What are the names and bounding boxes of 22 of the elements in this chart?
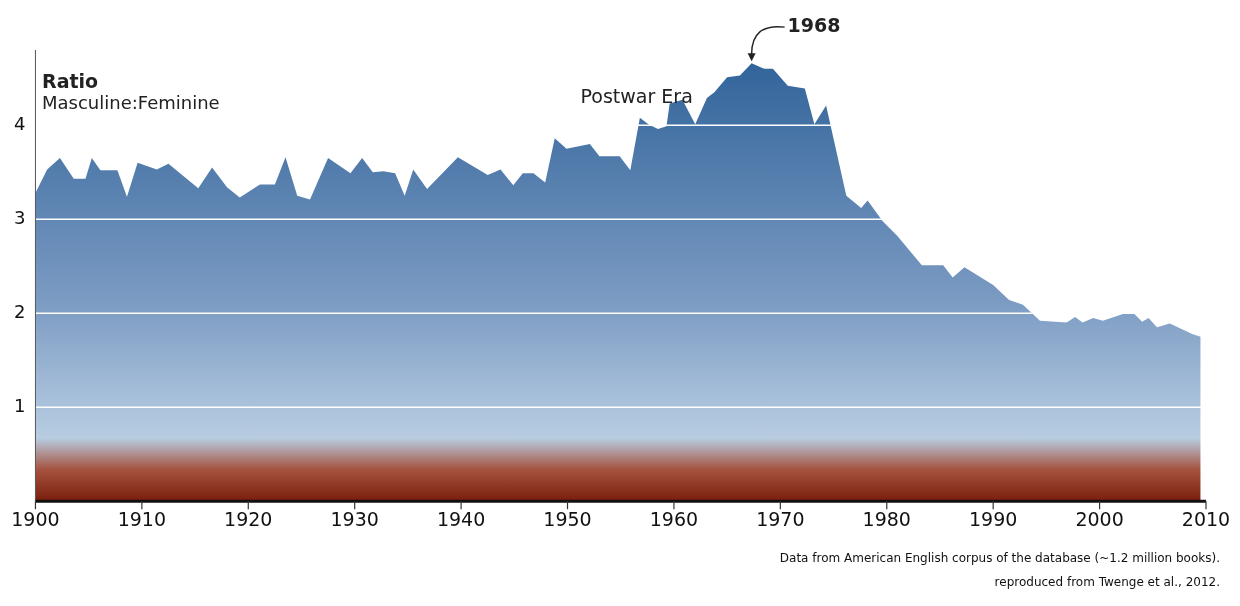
x-tick-label: 1920 (224, 507, 273, 530)
x-tick-label: 1930 (330, 507, 379, 530)
text: Ratio (42, 70, 99, 92)
y-tick-label: 3 (14, 206, 26, 228)
x-tick-label: 1970 (756, 507, 805, 530)
x-tick-label: 1950 (543, 507, 592, 530)
x-tick-label: 2010 (1181, 507, 1231, 530)
x-tick-label: 1960 (649, 507, 699, 530)
x-tick-label: 1980 (862, 507, 911, 530)
y-tick-label: 1 (14, 394, 26, 416)
annotation: Postwar Era (580, 84, 693, 107)
text: Data from American English corpus of the database (~1.2 million books). (779, 550, 1220, 567)
x-tick-label: 1910 (117, 507, 167, 530)
text: reproduced from Twenge et al., 2012. (993, 574, 1220, 591)
text: Masculine:Feminine (42, 92, 220, 113)
annotation: 1968 (787, 14, 841, 37)
x-tick-label: 1900 (11, 507, 60, 530)
x-tick-label: 2000 (1075, 507, 1124, 530)
y-tick-label: 4 (14, 112, 26, 134)
x-tick-label: 1940 (436, 507, 486, 530)
y-tick-label: 2 (14, 300, 26, 322)
x-tick-label: 1990 (968, 507, 1018, 530)
